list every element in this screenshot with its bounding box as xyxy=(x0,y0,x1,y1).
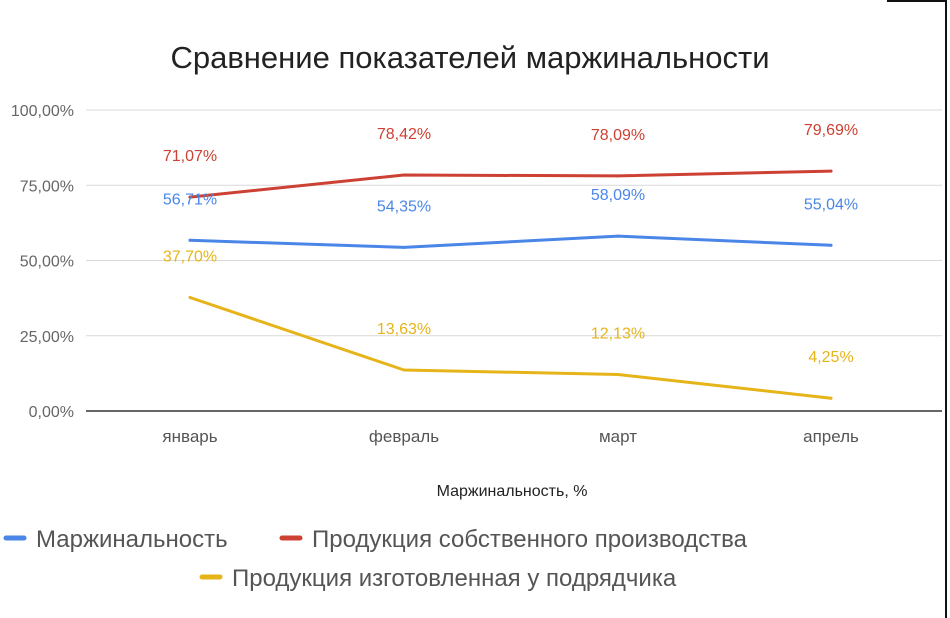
data-label: 58,09% xyxy=(591,187,645,204)
gridlines xyxy=(86,109,942,412)
legend-label: Маржинальность xyxy=(36,526,228,553)
y-tick-label: 75,00% xyxy=(20,178,74,195)
data-label: 54,35% xyxy=(377,198,431,215)
x-tick-label: январь xyxy=(162,427,217,446)
data-point xyxy=(402,173,406,177)
data-point xyxy=(188,195,192,199)
frame-edge xyxy=(945,0,947,618)
y-tick-label: 25,00% xyxy=(20,329,74,346)
data-point xyxy=(616,373,620,376)
data-point xyxy=(616,174,620,178)
series-line-2 xyxy=(188,296,833,400)
data-point xyxy=(829,169,833,173)
data-label: 56,71% xyxy=(163,191,217,208)
data-point xyxy=(188,238,192,242)
x-axis-title: Маржинальность, % xyxy=(437,483,588,500)
frame-edge-top xyxy=(887,0,947,2)
y-tick-label: 50,00% xyxy=(20,254,74,271)
data-label: 4,25% xyxy=(808,349,853,366)
series-lines xyxy=(188,169,833,400)
data-label: 78,09% xyxy=(591,127,645,144)
y-tick-label: 100,00% xyxy=(11,103,74,120)
legend-label: Продукция собственного производства xyxy=(312,526,748,553)
y-tick-label: 0,00% xyxy=(29,404,74,421)
data-label: 55,04% xyxy=(804,196,858,213)
data-label: 78,42% xyxy=(377,126,431,143)
data-label: 37,70% xyxy=(163,249,217,266)
series-line-0 xyxy=(188,234,833,249)
series-line-1 xyxy=(188,169,833,199)
x-tick-label: март xyxy=(599,427,637,446)
data-point xyxy=(402,368,406,372)
data-label: 71,07% xyxy=(163,148,217,165)
data-label: 12,13% xyxy=(591,326,645,343)
chart-title: Сравнение показателей маржинальности xyxy=(170,40,769,75)
data-point xyxy=(188,296,192,299)
legend-label: Продукция изготовленная у подрядчика xyxy=(232,565,677,592)
data-labels: 56,71% 54,35% 58,09% 55,04% 71,07% 78,42% 78,0… xyxy=(163,122,858,366)
x-tick-label: февраль xyxy=(369,427,439,446)
data-point xyxy=(829,243,833,247)
data-label: 79,69% xyxy=(804,122,858,139)
x-tick-label: апрель xyxy=(803,427,859,446)
data-label: 13,63% xyxy=(377,321,431,338)
data-point xyxy=(402,245,406,249)
y-axis: 0,00% 25,00% 50,00% 75,00% 100,00% xyxy=(11,103,74,421)
x-axis: январь февраль март апрель xyxy=(162,427,859,446)
data-point xyxy=(616,234,620,238)
data-point xyxy=(829,396,833,400)
legend: Маржинальность Продукция собственного про… xyxy=(3,526,748,592)
